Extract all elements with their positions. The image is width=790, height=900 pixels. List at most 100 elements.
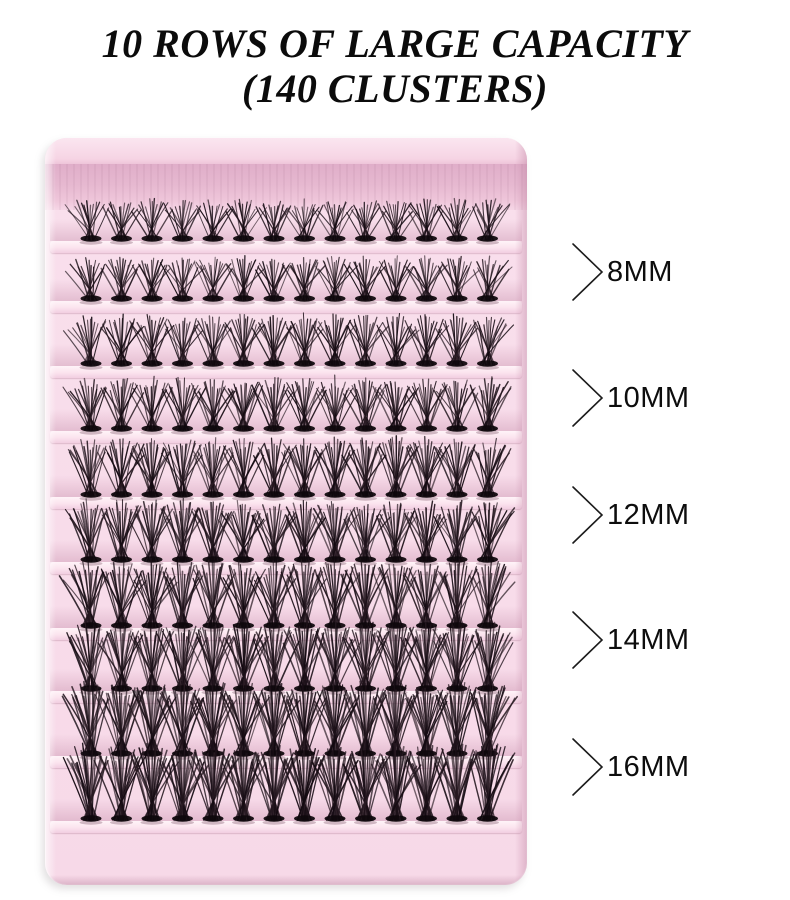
lash-cluster <box>432 621 482 695</box>
lash-cluster <box>251 315 296 370</box>
lash-cluster <box>468 437 512 501</box>
lash-cluster <box>315 256 359 305</box>
lash-row-2-8mm <box>64 254 513 305</box>
lash-cluster <box>282 619 325 695</box>
lash-cluster <box>405 378 448 435</box>
lash-cluster <box>131 257 171 305</box>
lash-cluster <box>100 256 141 305</box>
lash-row-10-16mm <box>62 740 516 825</box>
lash-cluster <box>251 376 299 435</box>
lash-cluster <box>342 621 390 695</box>
lash-cluster <box>469 376 512 435</box>
lash-cluster <box>130 375 173 435</box>
lash-cluster <box>163 199 202 245</box>
lash-cluster <box>346 314 390 370</box>
lash-cluster <box>312 501 359 566</box>
size-label-12mm: 12MM <box>572 486 690 544</box>
size-label-text: 12MM <box>607 498 690 531</box>
lash-cluster <box>469 740 516 825</box>
lash-cluster <box>130 438 172 501</box>
size-label-text: 8MM <box>607 255 673 288</box>
chevron-right-icon <box>572 486 604 544</box>
lash-cluster <box>190 679 237 760</box>
lash-cluster <box>130 197 173 245</box>
lash-cluster <box>340 561 389 632</box>
lash-cluster <box>217 500 266 566</box>
tray-bottom-shade <box>45 875 527 885</box>
lash-cluster <box>127 557 178 632</box>
lash-cluster <box>64 498 108 566</box>
lash-cluster <box>191 379 236 435</box>
lash-cluster <box>156 623 207 695</box>
lash-cluster <box>160 439 203 501</box>
lash-cluster <box>408 198 444 245</box>
size-label-16mm: 16MM <box>572 738 690 796</box>
tray-top-rim <box>45 138 527 164</box>
lash-cluster <box>62 377 107 435</box>
lash-cluster <box>435 313 478 370</box>
lash-cluster <box>405 435 451 501</box>
lash-cluster <box>251 503 297 566</box>
lash-cluster <box>405 255 448 305</box>
lash-cluster <box>341 437 387 501</box>
lash-cluster <box>279 746 326 825</box>
lash-cluster <box>472 198 511 245</box>
lash-cluster <box>255 200 292 245</box>
lash-cluster <box>93 741 147 825</box>
lash-cluster <box>160 497 202 566</box>
lash-cluster <box>161 376 207 435</box>
lash-cluster <box>284 312 324 370</box>
chevron-right-icon <box>572 243 604 301</box>
tray-right-edge <box>515 138 527 885</box>
lash-cluster <box>284 377 327 435</box>
lash-cluster <box>469 559 516 632</box>
lash-cluster <box>342 377 388 435</box>
tray-reflection-band <box>45 164 527 210</box>
lash-cluster <box>130 741 180 825</box>
lash-cluster <box>159 257 205 305</box>
lash-cluster <box>100 313 145 370</box>
lash-cluster <box>403 500 447 566</box>
lash-cluster <box>188 741 239 825</box>
lash-cluster <box>316 374 357 435</box>
shelf-shadow-row-1 <box>50 219 522 241</box>
shelf-lip-row-2 <box>50 301 522 313</box>
lash-cluster <box>433 379 479 435</box>
lash-row-1-8mm <box>64 197 511 245</box>
size-label-text: 16MM <box>607 750 690 783</box>
headline-line2: (140 CLUSTERS) <box>242 65 548 111</box>
size-label-text: 14MM <box>607 623 690 656</box>
shelf-shadow-row-10 <box>50 799 522 821</box>
lash-cluster <box>164 317 204 370</box>
shelf-shadow-row-9 <box>50 734 522 756</box>
lash-row-5-12mm <box>67 435 512 501</box>
lash-cluster <box>311 746 359 825</box>
lash-cluster <box>346 200 387 245</box>
chevron-right-icon <box>572 369 604 427</box>
lash-cluster <box>101 499 142 566</box>
lash-cluster <box>473 316 515 370</box>
size-label-text: 10MM <box>607 381 690 414</box>
lash-cluster <box>436 197 477 245</box>
lash-cluster <box>404 314 450 370</box>
lash-cluster <box>473 255 513 305</box>
lash-cluster <box>221 741 266 825</box>
headline: 10 ROWS OF LARGE CAPACITY (140 CLUSTERS) <box>0 21 790 112</box>
lash-cluster <box>376 501 418 566</box>
shelf-shadow-row-2 <box>50 279 522 301</box>
lash-cluster <box>378 255 414 305</box>
lash-cluster <box>280 559 327 632</box>
chevron-right-icon <box>572 611 604 669</box>
lash-cluster <box>343 255 386 305</box>
lash-cluster <box>312 313 357 370</box>
shelf-shadow-row-4 <box>50 409 522 431</box>
lash-cluster <box>193 315 232 370</box>
lash-cluster <box>250 740 299 825</box>
lash-cluster <box>129 313 175 370</box>
lash-cluster <box>64 199 109 245</box>
lash-cluster <box>376 312 420 370</box>
lash-cluster <box>248 560 297 632</box>
lash-cluster <box>100 377 145 435</box>
lash-cluster <box>61 680 110 760</box>
